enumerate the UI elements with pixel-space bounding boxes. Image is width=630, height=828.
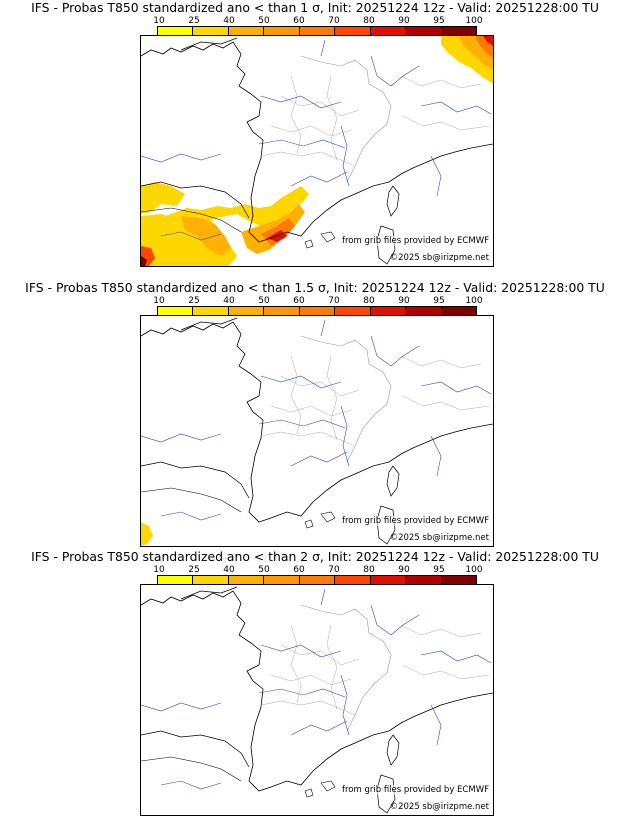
colorbar-swatch [264, 576, 300, 584]
colorbar-swatch [335, 307, 371, 315]
map-credit: from grib files provided by ECMWF [342, 516, 489, 526]
colorbar-swatch [299, 307, 336, 315]
colorbar-swatch [370, 576, 407, 584]
colorbar-tick: 95 [433, 565, 445, 575]
panel-title: IFS - Probas T850 standardized ano < tha… [31, 0, 599, 15]
map-copyright: ©2025 sb@irizpme.net [389, 253, 489, 263]
colorbar-tick: 95 [433, 296, 445, 306]
probability-shading [141, 522, 153, 546]
colorbar-swatch [406, 307, 442, 315]
colorbar-tick: 70 [328, 16, 340, 26]
colorbar-swatch [228, 307, 265, 315]
colorbar-swatch [370, 307, 407, 315]
colorbar-swatch [441, 307, 476, 315]
colorbar-tick: 60 [293, 16, 305, 26]
colorbar-swatch [193, 576, 229, 584]
colorbar-tick: 10 [153, 565, 165, 575]
colorbar-tick: 70 [328, 296, 340, 306]
colorbar-tick: 50 [258, 16, 270, 26]
map-credit: from grib files provided by ECMWF [342, 236, 489, 246]
panel-title: IFS - Probas T850 standardized ano < tha… [31, 549, 599, 564]
map-panel-3: IFS - Probas T850 standardized ano < tha… [0, 549, 630, 819]
probability-shading [141, 36, 493, 266]
colorbar-tick: 25 [188, 565, 200, 575]
map-canvas [141, 586, 493, 814]
colorbar-swatch [335, 27, 371, 35]
colorbar-swatch [158, 307, 194, 315]
colorbar-swatch [441, 576, 476, 584]
colorbar-tick: 80 [363, 296, 375, 306]
colorbar: 10 25 40 50 60 70 80 90 95 100 [153, 296, 483, 316]
map-canvas [141, 36, 493, 266]
map-panel-1: IFS - Probas T850 standardized ano < tha… [0, 0, 630, 270]
panel-title: IFS - Probas T850 standardized ano < tha… [25, 280, 605, 295]
colorbar-swatch [406, 27, 442, 35]
map-copyright: ©2025 sb@irizpme.net [389, 802, 489, 812]
colorbar-labels: 10 25 40 50 60 70 80 90 95 100 [153, 565, 482, 575]
colorbar-swatch [299, 27, 336, 35]
colorbar-tick: 70 [328, 565, 340, 575]
colorbar-tick: 100 [465, 296, 483, 306]
map-copyright: ©2025 sb@irizpme.net [389, 533, 489, 543]
colorbar-tick: 80 [363, 565, 375, 575]
colorbar-swatch [228, 576, 265, 584]
colorbar-tick: 95 [433, 16, 445, 26]
colorbar-tick: 10 [153, 296, 165, 306]
colorbar-swatch [228, 27, 265, 35]
colorbar-swatch [299, 576, 336, 584]
colorbar-tick: 40 [223, 16, 235, 26]
colorbar-tick: 40 [223, 296, 235, 306]
colorbar-tick: 100 [465, 565, 483, 575]
colorbar-swatch [370, 27, 407, 35]
colorbar-tick: 90 [398, 565, 410, 575]
probability-map[interactable]: from grib files provided by ECMWF ©2025 … [140, 35, 494, 267]
colorbar-tick: 25 [188, 16, 200, 26]
colorbar-swatch [335, 576, 371, 584]
probability-map[interactable]: from grib files provided by ECMWF ©2025 … [140, 584, 494, 816]
colorbar-tick: 60 [293, 296, 305, 306]
colorbar: 10 25 40 50 60 70 80 90 95 100 [153, 565, 483, 585]
probability-map[interactable]: from grib files provided by ECMWF ©2025 … [140, 315, 494, 547]
colorbar-swatch [158, 576, 194, 584]
colorbar-labels: 10 25 40 50 60 70 80 90 95 100 [153, 296, 482, 306]
map-canvas [141, 317, 493, 546]
colorbar-swatch [193, 307, 229, 315]
colorbar-tick: 10 [153, 16, 165, 26]
colorbar-swatch [193, 27, 229, 35]
colorbar-labels: 10 25 40 50 60 70 80 90 95 100 [153, 16, 482, 26]
map-panel-2: IFS - Probas T850 standardized ano < tha… [0, 280, 630, 550]
colorbar-swatch [264, 307, 300, 315]
colorbar-tick: 90 [398, 296, 410, 306]
colorbar-swatch [158, 27, 194, 35]
colorbar-swatch [406, 576, 442, 584]
colorbar-tick: 40 [223, 565, 235, 575]
colorbar-swatch [441, 27, 476, 35]
colorbar-tick: 100 [465, 16, 483, 26]
colorbar-tick: 80 [363, 16, 375, 26]
colorbar-tick: 50 [258, 296, 270, 306]
colorbar-tick: 50 [258, 565, 270, 575]
colorbar-tick: 25 [188, 296, 200, 306]
map-credit: from grib files provided by ECMWF [342, 785, 489, 795]
colorbar-swatch [264, 27, 300, 35]
colorbar-tick: 90 [398, 16, 410, 26]
colorbar: 10 25 40 50 60 70 80 90 95 100 [153, 16, 483, 36]
colorbar-tick: 60 [293, 565, 305, 575]
